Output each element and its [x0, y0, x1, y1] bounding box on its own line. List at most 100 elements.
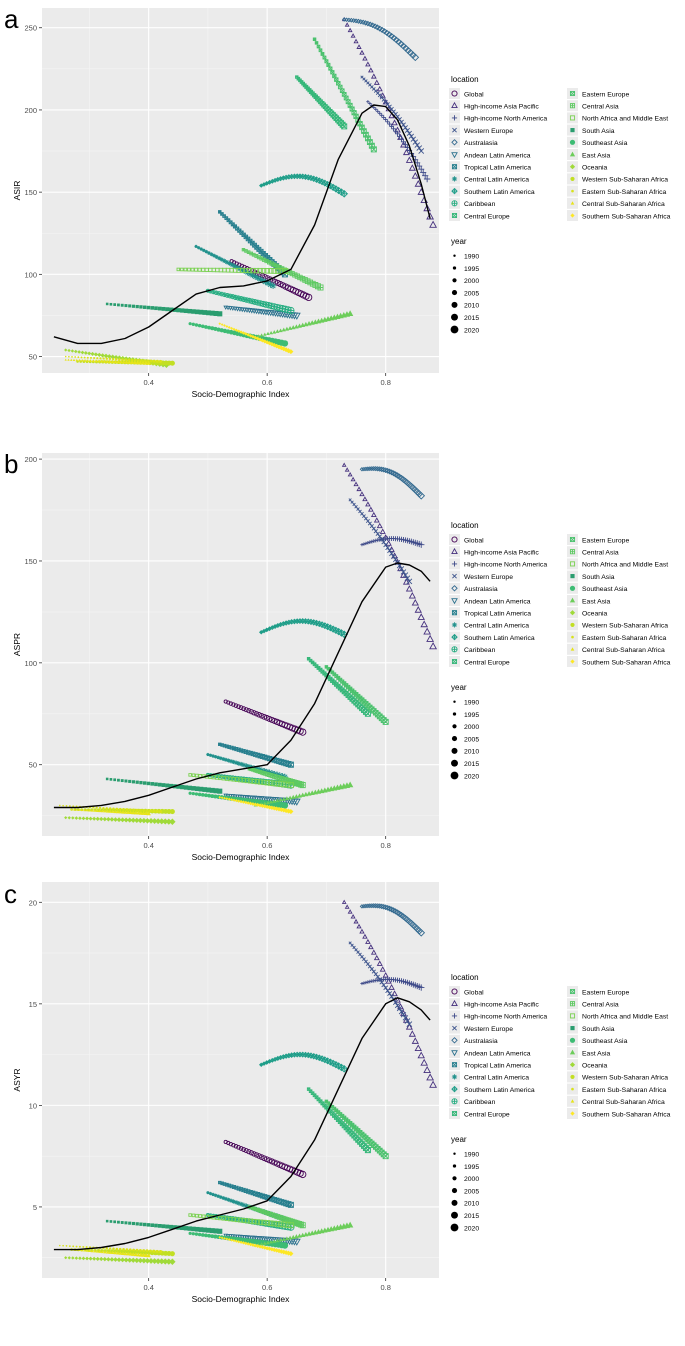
data-point — [113, 359, 118, 364]
data-point — [231, 702, 236, 707]
legend-label-year: 1995 — [464, 1164, 479, 1171]
data-point — [264, 267, 270, 274]
data-point — [379, 92, 386, 98]
data-point — [125, 1248, 129, 1251]
series-high-income-north-america — [360, 536, 425, 548]
data-point — [284, 781, 291, 788]
data-point — [383, 117, 388, 122]
data-point — [418, 984, 425, 991]
series-north-africa-and-middle-east — [176, 267, 288, 275]
data-point — [212, 253, 217, 258]
data-point — [169, 1258, 176, 1265]
data-point — [105, 777, 109, 781]
data-point — [83, 359, 87, 362]
data-point — [227, 794, 233, 799]
data-point — [116, 1257, 122, 1263]
data-point — [62, 804, 64, 807]
legend-label-location: Western Europe — [464, 574, 513, 581]
data-point — [251, 1218, 257, 1225]
data-point — [402, 572, 409, 578]
data-point — [234, 799, 238, 803]
data-point — [211, 754, 215, 758]
data-point — [416, 163, 423, 169]
data-point — [362, 542, 366, 546]
data-point — [218, 1195, 223, 1199]
data-point — [266, 1240, 270, 1245]
data-point — [131, 1252, 136, 1256]
data-point — [320, 52, 325, 56]
legend-label-location: North Africa and Middle East — [582, 1014, 668, 1021]
data-point — [416, 145, 423, 151]
location-legend: location Global High-income Asia Pacific Hi… — [449, 75, 671, 221]
data-point — [398, 1008, 405, 1015]
data-point — [353, 918, 359, 924]
data-point — [207, 251, 211, 255]
data-point — [253, 1152, 260, 1158]
legend-label-year: 2005 — [464, 290, 479, 297]
y-axis-label: ASPR — [12, 633, 22, 656]
data-point — [206, 310, 211, 316]
data-point — [359, 49, 365, 55]
data-point — [411, 1037, 419, 1044]
data-point — [281, 327, 286, 332]
x-tick-label: 0.8 — [380, 1283, 390, 1292]
data-point — [392, 557, 399, 563]
data-point — [404, 127, 410, 134]
data-point — [269, 799, 273, 804]
x-axis-label: Socio-Demographic Index — [192, 389, 291, 399]
data-point — [200, 324, 205, 329]
data-point — [271, 268, 278, 274]
data-point — [188, 322, 192, 326]
legend-symbol — [569, 988, 576, 995]
data-point — [232, 263, 237, 269]
legend-symbol — [451, 1037, 458, 1044]
data-point — [134, 817, 140, 824]
data-point — [86, 356, 89, 359]
data-point — [141, 1257, 147, 1264]
data-point — [91, 359, 95, 363]
data-point — [83, 356, 86, 359]
legend-label-location: Southeast Asia — [582, 586, 628, 593]
data-point — [142, 1222, 147, 1227]
legend-key — [449, 149, 460, 160]
data-point — [265, 1246, 270, 1251]
data-point — [220, 796, 224, 800]
data-point — [217, 256, 222, 261]
data-point — [287, 1222, 294, 1229]
series-australasia — [359, 903, 426, 937]
data-point — [149, 359, 153, 363]
data-point — [187, 308, 192, 314]
data-point — [263, 801, 267, 805]
data-point — [134, 1257, 140, 1264]
legend-label-location: Andean Latin America — [464, 598, 531, 605]
data-point — [350, 913, 356, 919]
data-point — [227, 325, 231, 329]
data-point — [387, 121, 392, 127]
legend-label-location: Eastern Sub-Saharan Africa — [582, 1087, 666, 1094]
data-point — [219, 257, 224, 262]
data-point — [120, 1221, 124, 1224]
legend-symbol — [570, 1099, 575, 1103]
data-point — [241, 1241, 246, 1245]
data-point — [130, 360, 135, 364]
data-point — [257, 267, 263, 274]
data-point — [72, 358, 76, 362]
data-point — [373, 954, 380, 961]
panel-letter: c — [4, 879, 17, 909]
data-point — [400, 122, 406, 128]
legend-symbol — [451, 646, 458, 653]
data-point — [70, 358, 73, 361]
data-point — [157, 1223, 162, 1228]
data-point — [368, 944, 374, 950]
legend-symbol — [569, 115, 576, 121]
data-point — [373, 517, 380, 523]
data-point — [194, 1232, 199, 1236]
legend-symbol — [569, 1013, 576, 1019]
data-point — [77, 350, 81, 354]
data-point — [223, 324, 226, 327]
legend-key — [567, 112, 578, 124]
data-point — [180, 784, 185, 790]
legend-symbol — [451, 212, 458, 219]
data-point — [154, 306, 158, 311]
data-point — [116, 809, 120, 814]
